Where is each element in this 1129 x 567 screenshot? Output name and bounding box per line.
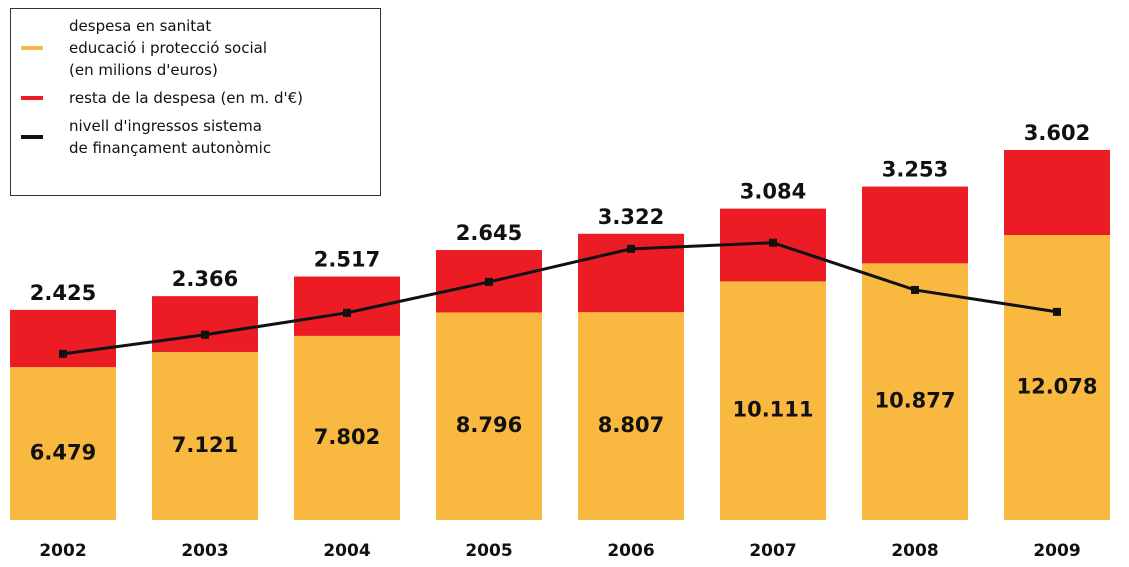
bar-segment (1004, 234, 1110, 521)
bar-segment (152, 351, 258, 520)
legend-swatch (21, 96, 43, 100)
legend-swatch (21, 46, 43, 50)
legend-label: nivell d'ingressos sistema de finançamen… (69, 117, 272, 157)
line-marker (485, 277, 493, 286)
bar-segment (152, 296, 258, 352)
x-tick-label: 2002 (39, 541, 86, 561)
value-label: 3.253 (882, 158, 948, 182)
bar-segment (1004, 150, 1110, 235)
bar-segment (10, 309, 116, 368)
x-tick-label: 2007 (749, 541, 796, 561)
bar-segment (720, 281, 826, 520)
x-tick-label: 2005 (465, 541, 512, 561)
bar-segment (578, 312, 684, 520)
legend-entry: resta de la despesa (en m. d'€) (21, 87, 370, 109)
line-marker (201, 330, 209, 339)
line-marker (343, 308, 351, 317)
value-label: 8.796 (456, 413, 522, 437)
value-label: 2.425 (30, 281, 96, 305)
legend-entry: despesa en sanitat educació i protecció … (21, 15, 370, 81)
line (62, 241, 1058, 356)
legend-label: despesa en sanitat educació i protecció … (69, 17, 268, 79)
legend: despesa en sanitat educació i protecció … (10, 8, 381, 196)
x-tick-label: 2008 (891, 541, 938, 561)
line-marker (769, 238, 777, 247)
value-label: 2.645 (456, 221, 522, 245)
bar-segment (10, 367, 116, 520)
legend-label: resta de la despesa (en m. d'€) (69, 89, 304, 107)
x-tick-label: 2003 (181, 541, 228, 561)
value-label: 8.807 (598, 413, 664, 437)
x-tick-label: 2006 (607, 541, 654, 561)
value-label: 6.479 (30, 441, 96, 465)
bar-segment (862, 186, 968, 264)
value-label: 2.517 (314, 248, 380, 272)
line-marker (627, 244, 635, 253)
legend-swatch (21, 135, 43, 139)
x-tick-label: 2004 (323, 541, 370, 561)
value-label: 7.121 (172, 433, 238, 457)
value-label: 3.322 (598, 205, 664, 229)
bar-segment (294, 335, 400, 520)
value-label: 3.602 (1024, 121, 1090, 145)
line-marker (59, 349, 67, 358)
value-label: 7.802 (314, 425, 380, 449)
x-tick-label: 2009 (1033, 541, 1080, 561)
bar-segment (436, 312, 542, 520)
bar-segment (862, 263, 968, 520)
value-label: 2.366 (172, 267, 238, 291)
legend-entry: nivell d'ingressos sistema de finançamen… (21, 115, 370, 159)
value-label: 3.084 (740, 180, 806, 204)
line-marker (1053, 307, 1061, 316)
line-marker (911, 285, 919, 294)
value-label: 12.078 (1016, 374, 1097, 398)
value-label: 10.877 (874, 389, 955, 413)
value-label: 10.111 (732, 398, 813, 422)
